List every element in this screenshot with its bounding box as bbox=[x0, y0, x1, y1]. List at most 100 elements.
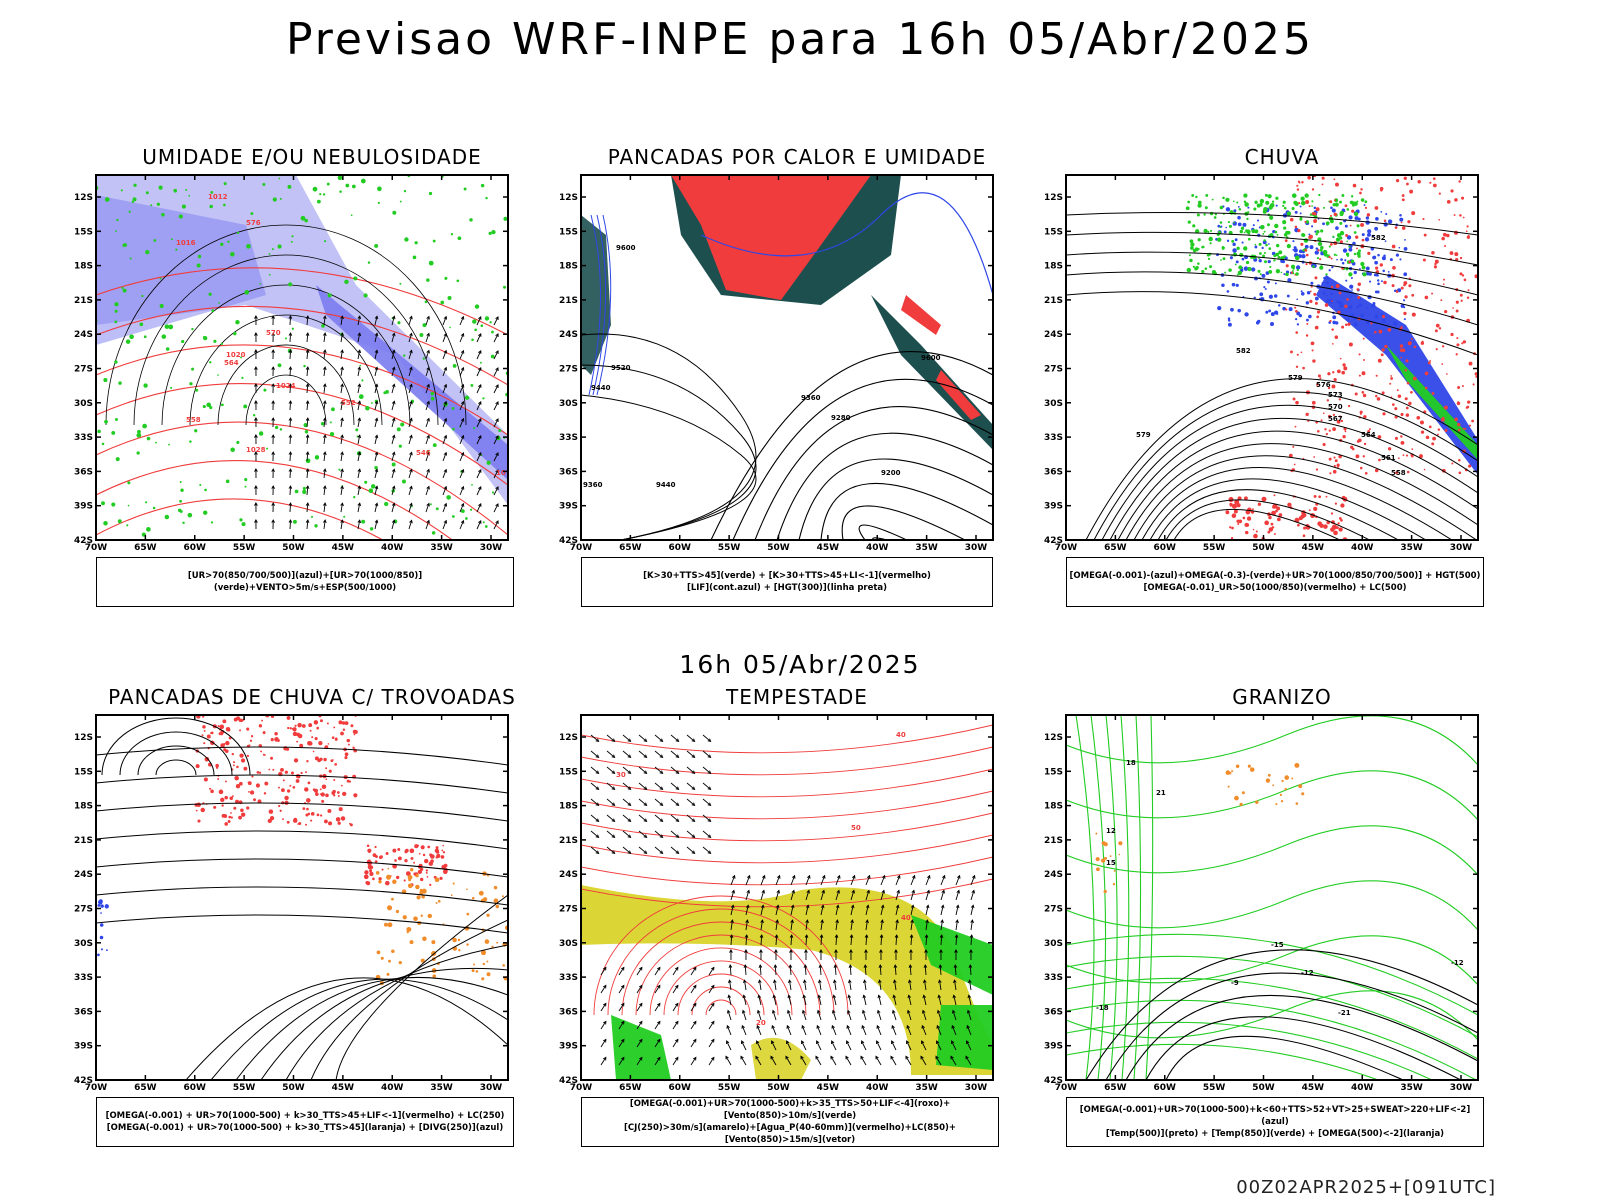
lat-tick-label: 24S bbox=[74, 330, 93, 340]
wind-vector bbox=[391, 316, 395, 326]
low-humidity-speckle bbox=[486, 460, 491, 465]
omega-weak-area bbox=[1306, 290, 1311, 295]
omega-strong-area bbox=[1286, 243, 1291, 249]
wind850-vector bbox=[908, 995, 912, 1006]
omega-strong-area bbox=[1291, 206, 1295, 211]
country-border bbox=[292, 685, 341, 715]
omega500-speckle bbox=[1281, 779, 1284, 783]
omega-strong-area bbox=[1358, 249, 1361, 253]
omega-strong-area bbox=[1275, 252, 1280, 257]
rain-speckle bbox=[1368, 428, 1371, 431]
wind850-vector bbox=[861, 1040, 867, 1051]
wind850-vector bbox=[670, 830, 679, 838]
lon-tick-label: 65W bbox=[134, 543, 157, 553]
thunderstorm-speckle bbox=[239, 753, 244, 758]
wind-vector bbox=[391, 383, 396, 388]
rain-speckle bbox=[1435, 323, 1440, 328]
thunderstorm-speckle bbox=[247, 781, 252, 786]
forecast-stamp: 00Z02APR2025+[091UTC] bbox=[1236, 1177, 1496, 1198]
hgt300-contour bbox=[710, 351, 993, 540]
wind-vector bbox=[305, 451, 310, 455]
thunderstorm-speckle bbox=[341, 721, 346, 725]
wind-vector bbox=[357, 384, 361, 394]
low-humidity-speckle bbox=[182, 521, 185, 525]
wind850-vector bbox=[654, 967, 661, 976]
low-humidity-speckle bbox=[345, 183, 350, 188]
rain-speckle bbox=[1366, 213, 1371, 217]
wind-vector bbox=[478, 485, 482, 490]
thunderstorm-speckle bbox=[202, 715, 205, 718]
omega-weak-area bbox=[1274, 282, 1277, 285]
wind-vector bbox=[460, 485, 465, 490]
wind-vector bbox=[426, 434, 430, 439]
showers-speckle bbox=[388, 959, 391, 963]
omega-strong-area bbox=[1282, 220, 1287, 225]
omega-strong-area bbox=[1238, 208, 1242, 211]
rain-speckle bbox=[1330, 512, 1334, 515]
low-humidity-speckle bbox=[122, 288, 127, 293]
low-humidity-speckle bbox=[246, 243, 251, 249]
wind850-vector bbox=[877, 994, 882, 999]
low-humidity-speckle bbox=[115, 230, 117, 232]
wind850-vector bbox=[775, 890, 780, 901]
temp850-contour bbox=[1066, 999, 1478, 1080]
thunderstorm-speckle bbox=[270, 756, 274, 760]
hgt500-contour bbox=[1157, 489, 1400, 540]
east-coastline bbox=[890, 715, 892, 716]
omega-weak-area bbox=[1253, 296, 1256, 299]
rain-speckle bbox=[1311, 400, 1316, 405]
wind-vector bbox=[391, 468, 396, 473]
omega-weak-area bbox=[1242, 222, 1247, 227]
rain-speckle bbox=[1399, 344, 1404, 348]
low-humidity-speckle bbox=[227, 240, 230, 243]
low-humidity-speckle bbox=[302, 486, 306, 491]
thunderstorm-speckle bbox=[335, 817, 341, 822]
low-humidity-speckle bbox=[145, 249, 150, 255]
wind850-vector bbox=[921, 1040, 927, 1051]
wind850-vector bbox=[879, 964, 882, 976]
low-humidity-speckle bbox=[259, 282, 261, 285]
wind850-vector bbox=[940, 904, 945, 909]
thunderstorm-speckle bbox=[289, 727, 292, 730]
low-humidity-speckle bbox=[435, 507, 439, 511]
rain-speckle bbox=[1362, 393, 1367, 398]
lat-tick-label: 12S bbox=[74, 193, 93, 203]
rain-speckle bbox=[1336, 465, 1339, 468]
omega500-speckle bbox=[1298, 784, 1303, 789]
wind850-vector bbox=[951, 1040, 955, 1045]
omega-weak-area bbox=[1340, 258, 1343, 261]
omega-weak-area bbox=[1365, 271, 1370, 276]
wind850-vector bbox=[622, 766, 631, 774]
wind-vector bbox=[374, 401, 378, 411]
contour-label: 9440 bbox=[656, 481, 676, 489]
wind-vector bbox=[443, 468, 448, 473]
lat-tick-label: 15S bbox=[559, 767, 578, 777]
omega500-speckle bbox=[1227, 785, 1230, 788]
omega-weak-area bbox=[1254, 245, 1258, 249]
wind-vector bbox=[442, 486, 447, 496]
wind850-vector bbox=[936, 1040, 942, 1051]
wind850-vector bbox=[741, 1009, 746, 1014]
wind-vector bbox=[288, 502, 293, 506]
thunderstorm-speckle bbox=[405, 871, 411, 876]
low-humidity-speckle bbox=[368, 488, 374, 494]
legend-line: [OMEGA(-0.001) + UR>70(1000-500) + k>30_… bbox=[106, 1123, 504, 1133]
map-frame bbox=[1065, 714, 1479, 1081]
omega-strong-area bbox=[1214, 213, 1218, 216]
wind850-vector bbox=[775, 875, 781, 886]
wind850-vector bbox=[835, 905, 839, 916]
wind850-vector bbox=[895, 905, 899, 916]
wind-vector bbox=[493, 418, 499, 428]
thunderstorm-speckle bbox=[243, 766, 248, 771]
wind850-vector bbox=[622, 734, 631, 742]
lat-tick-label: 21S bbox=[559, 296, 578, 306]
wind-vector bbox=[305, 519, 310, 523]
wind850-vector bbox=[711, 1002, 715, 1007]
rain-speckle bbox=[1298, 202, 1301, 205]
wind-vector bbox=[374, 367, 378, 377]
wind-vector bbox=[340, 451, 344, 456]
low-humidity-speckle bbox=[129, 334, 134, 340]
wind-vector bbox=[495, 384, 499, 388]
rain-speckle bbox=[1397, 394, 1402, 398]
omega-strong-area bbox=[1203, 228, 1208, 233]
